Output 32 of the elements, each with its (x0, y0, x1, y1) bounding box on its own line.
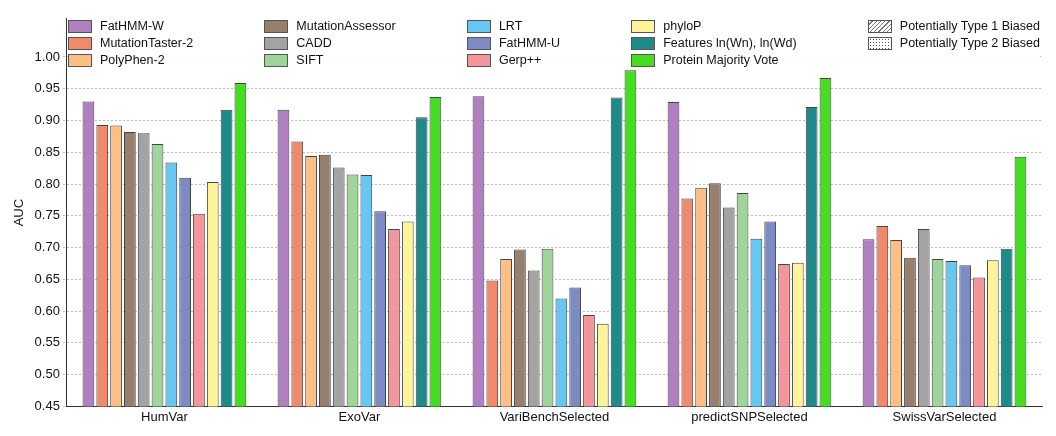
legend-label: PolyPhen-2 (100, 53, 165, 67)
y-tick-label: 0.90 (34, 112, 60, 128)
legend-label: Features ln(Wn), ln(Wd) (663, 36, 797, 50)
x-tick-label: ExoVar (338, 408, 381, 424)
y-tick-label: 0.85 (34, 143, 60, 159)
annotation: Potentially Type 2 Biased (899, 36, 1040, 50)
y-tick-label: 0.95 (34, 80, 60, 96)
y-tick-label: 0.45 (34, 397, 60, 413)
y-tick-label: 0.55 (34, 334, 60, 350)
y-tick-label: 0.75 (34, 207, 60, 223)
legend-label: SIFT (296, 53, 324, 67)
legend-label: FatHMM-U (498, 36, 561, 50)
legend-label: Gerp++ (498, 53, 542, 67)
x-tick-label: HumVar (141, 408, 189, 424)
legend-label: phyloP (663, 19, 702, 33)
legend-label: CADD (296, 36, 332, 50)
y-tick-label: 0.65 (34, 270, 60, 286)
x-tick-label: VariBenchSelected (499, 408, 610, 424)
legend-label: MutationAssessor (296, 19, 396, 33)
y-tick-label: 0.70 (34, 239, 60, 255)
x-tick-label: SwissVarSelected (892, 408, 997, 424)
legend-label: LRT (498, 19, 523, 33)
legend-label: MutationTaster-2 (100, 36, 194, 50)
y-tick-label: 0.60 (34, 302, 60, 318)
y-tick-label: 0.80 (34, 175, 60, 191)
y-tick-label: 1.00 (34, 48, 60, 64)
legend-label: FatHMM-W (100, 19, 164, 33)
legend-label: Protein Majority Vote (663, 53, 779, 67)
y-tick-label: 0.50 (34, 366, 60, 382)
annotation: Potentially Type 1 Biased (899, 19, 1040, 33)
x-tick-label: predictSNPSelected (691, 408, 808, 424)
y-axis-title: AUC (11, 198, 27, 227)
